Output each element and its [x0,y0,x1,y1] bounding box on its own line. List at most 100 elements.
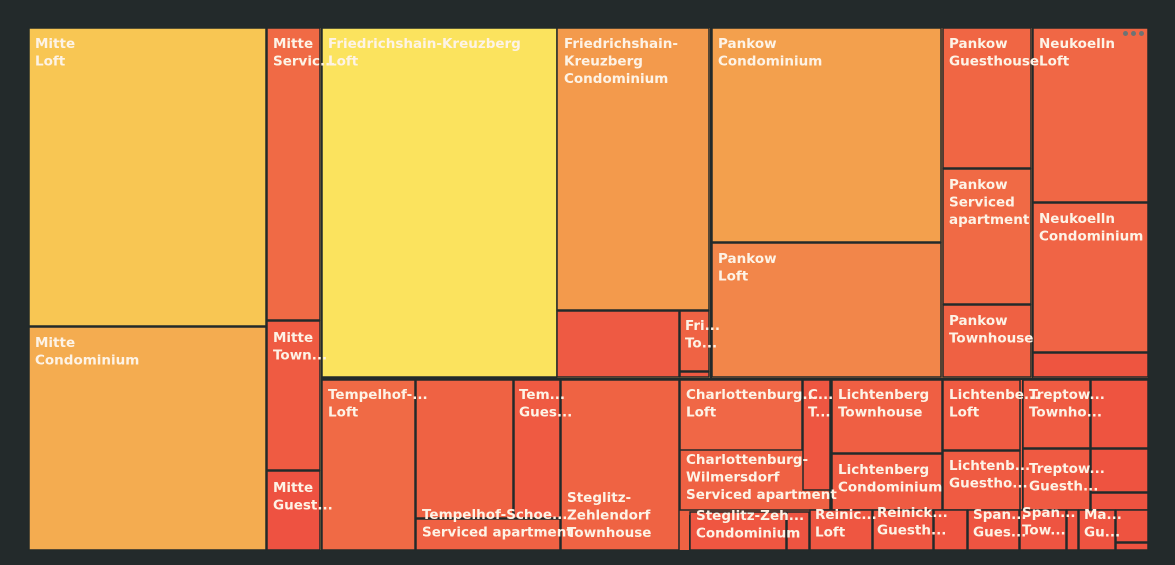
treemap-tile[interactable] [679,310,710,372]
treemap-tile[interactable] [942,27,1032,169]
tile-label-line: Tow... [1022,523,1066,539]
tile-label-line: Reinick... [877,505,948,521]
tile-label: Treptow... Guesth... [1029,461,1105,495]
tile-label-line: Guesthouse [949,54,1039,70]
treemap-tile[interactable] [321,379,416,551]
tile-label: Lichtenberg Townhouse [838,387,929,421]
tile-label-line: Lichtenberg [838,462,929,478]
treemap-tile[interactable] [28,27,267,327]
tile-label-line: T... [808,405,831,421]
tile-label-line: Townhouse [567,525,651,541]
treemap-tile[interactable] [415,379,514,519]
treemap-tile[interactable] [1066,509,1079,551]
tile-label: Neukoelln Condominium [1039,211,1143,245]
treemap-tile[interactable] [1078,509,1116,551]
treemap-tile[interactable] [679,371,710,378]
treemap-tile[interactable] [266,27,321,321]
tile-label: Charlottenburg... Loft [686,387,818,421]
tile-label-line: Condominium [838,480,942,496]
tile-label: Mitte Loft [35,36,75,70]
treemap-tile[interactable] [1032,202,1149,353]
tile-label-line: Treptow... [1029,461,1105,477]
tile-label-line: Steglitz-Zeh... [696,508,804,524]
treemap-tile[interactable] [872,509,934,551]
tile-label-line: Loft [815,525,846,541]
treemap-tile[interactable] [1115,509,1149,543]
treemap-tile[interactable] [689,511,787,551]
tile-label-line: Tempelhof-... [328,387,428,403]
tile-label-line: Mitte [273,480,313,496]
tile-label: Tem... Gues... [519,387,572,421]
tile-label-line: Town... [273,348,327,364]
tile-label-line: Pankow [718,251,777,267]
tile-label-line: Reinic... [815,507,877,523]
tile-label-line: Pankow [949,177,1008,193]
modebar-menu-icon[interactable] [1123,28,1151,38]
tile-label-line: Friedrichshain-Kreuzberg [328,36,521,52]
treemap-tile[interactable] [560,379,680,551]
tile-label-line: Ma... [1084,507,1122,523]
tile-label: Friedrichshain-Kreuzberg Loft [328,36,521,70]
treemap-tile[interactable] [321,27,558,378]
tile-label-line: Zehlendorf [567,508,651,524]
treemap-tile[interactable] [1090,448,1149,493]
tile-label: Charlottenburg- Wilmersdorf Serviced apart… [686,452,837,503]
treemap-tile[interactable] [1019,509,1067,551]
tile-label-line: Serviced apartment [686,487,837,503]
tile-label: Lichtenberg Condominium [838,462,942,496]
tile-label-line: Treptow... [1029,387,1105,403]
tile-label-line: Condominium [1039,229,1143,245]
treemap-tile[interactable] [1115,542,1149,551]
treemap-tile[interactable] [513,379,561,519]
treemap-tile[interactable] [1022,379,1091,449]
tile-label: Tempelhof-... Loft [328,387,428,421]
treemap-tile[interactable] [942,168,1032,305]
tile-label-line: Gu... [1084,525,1120,541]
treemap-tile[interactable] [831,379,943,454]
treemap-tile[interactable] [266,320,321,471]
tile-label-line: Townho... [1029,405,1102,421]
tile-label: Mitte Condominium [35,335,139,369]
treemap-tile[interactable] [942,379,1021,451]
tile-label: Lichtenbe... Loft [949,387,1039,421]
treemap-tile[interactable] [28,326,267,551]
treemap-tile[interactable] [809,509,873,551]
treemap-tile[interactable] [786,511,810,551]
tile-label: Ma... Gu... [1084,507,1122,541]
treemap-tile[interactable] [1090,379,1149,449]
treemap-tile[interactable] [711,242,942,378]
tile-label-line: Span... [973,507,1027,523]
tile-label: C... T... [808,387,833,421]
treemap-tile[interactable] [556,310,680,378]
tile-label-line: Loft [686,405,717,421]
tile-label-line: Guesth... [877,523,946,539]
tile-label: Neukoelln Loft [1039,36,1115,70]
treemap-tile[interactable] [711,27,942,243]
treemap-tile[interactable] [415,518,561,551]
tile-label: Treptow... Townho... [1029,387,1105,421]
tile-label-line: Lichtenbe... [949,387,1039,403]
tile-label-line: Kreuzberg [564,54,643,70]
treemap-tile[interactable] [556,27,710,311]
tile-label-line: Wilmersdorf [686,470,780,486]
tile-label: Mitte Guest... [273,480,333,514]
treemap-tile[interactable] [802,379,831,491]
tile-label-line: Serviced [949,195,1015,211]
tile-label: Reinic... Loft [815,507,877,541]
tile-label-line: Townhouse [838,405,922,421]
treemap-tile[interactable] [967,509,1020,551]
tile-label: Friedrichshain- Kreuzberg Condominium [564,36,678,87]
treemap-tile[interactable] [1032,27,1149,203]
treemap-tile[interactable] [266,470,321,551]
tile-label-line: Townhouse [949,331,1033,347]
treemap-tile[interactable] [942,304,1032,378]
tile-label-line: Condominium [718,54,822,70]
tile-label-line: Loft [328,54,359,70]
treemap-tile[interactable] [933,509,968,551]
treemap-tile[interactable] [1032,352,1149,378]
tile-label-line: Friedrichshain- [564,36,678,52]
treemap-tile[interactable] [831,453,943,511]
tile-label-line: Condominium [696,526,800,542]
tile-label-line: apartment [949,212,1030,228]
